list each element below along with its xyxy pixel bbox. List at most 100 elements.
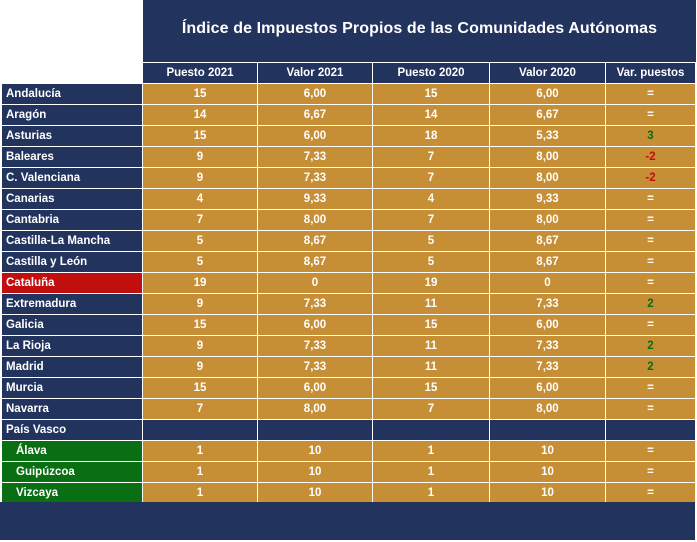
valor-2020-cell: 7,33 (490, 294, 606, 315)
variation-cell: = (606, 462, 696, 483)
valor-2021-cell: 10 (258, 462, 373, 483)
valor-2021-cell: 10 (258, 441, 373, 462)
region-name: C. Valenciana (2, 168, 143, 189)
valor-2020-cell: 9,33 (490, 189, 606, 210)
column-header-puesto-2021: Puesto 2021 (143, 63, 258, 84)
table-row: Madrid 9 7,33 11 7,33 2 (2, 357, 696, 378)
valor-2021-cell: 6,00 (258, 126, 373, 147)
tax-index-table: Puesto 2021 Valor 2021 Puesto 2020 Valor… (1, 62, 696, 504)
puesto-2020-cell: 4 (373, 189, 490, 210)
puesto-2021-cell: 1 (143, 462, 258, 483)
table-row: Cataluña 19 0 19 0 = (2, 273, 696, 294)
valor-2021-cell: 7,33 (258, 357, 373, 378)
puesto-2020-cell (373, 420, 490, 441)
variation-cell: = (606, 84, 696, 105)
valor-2020-cell: 7,33 (490, 336, 606, 357)
region-name: Asturias (2, 126, 143, 147)
region-name: Aragón (2, 105, 143, 126)
puesto-2020-cell: 15 (373, 378, 490, 399)
variation-cell (606, 420, 696, 441)
puesto-2020-cell: 15 (373, 315, 490, 336)
valor-2020-cell: 8,67 (490, 231, 606, 252)
puesto-2020-cell: 1 (373, 483, 490, 504)
puesto-2020-cell: 18 (373, 126, 490, 147)
variation-cell: = (606, 378, 696, 399)
valor-2020-cell: 6,67 (490, 105, 606, 126)
column-header-valor-2020: Valor 2020 (490, 63, 606, 84)
region-name: Navarra (2, 399, 143, 420)
valor-2021-cell: 7,33 (258, 294, 373, 315)
column-header-valor-2021: Valor 2021 (258, 63, 373, 84)
table-row: C. Valenciana 9 7,33 7 8,00 -2 (2, 168, 696, 189)
table-row: Castilla y León 5 8,67 5 8,67 = (2, 252, 696, 273)
puesto-2020-cell: 15 (373, 84, 490, 105)
valor-2021-cell: 7,33 (258, 336, 373, 357)
table-row: Navarra 7 8,00 7 8,00 = (2, 399, 696, 420)
region-name: Álava (2, 441, 143, 462)
puesto-2021-cell: 9 (143, 294, 258, 315)
table-row: Murcia 15 6,00 15 6,00 = (2, 378, 696, 399)
puesto-2021-cell: 9 (143, 147, 258, 168)
table-row: Baleares 9 7,33 7 8,00 -2 (2, 147, 696, 168)
valor-2020-cell: 6,00 (490, 378, 606, 399)
variation-cell: = (606, 105, 696, 126)
puesto-2021-cell: 14 (143, 105, 258, 126)
table-body: Andalucía 15 6,00 15 6,00 = Aragón 14 6,67 14 6,67… (2, 84, 696, 504)
valor-2020-cell: 8,00 (490, 399, 606, 420)
puesto-2021-cell: 4 (143, 189, 258, 210)
valor-2021-cell: 7,33 (258, 147, 373, 168)
valor-2020-cell: 10 (490, 462, 606, 483)
table-row: Cantabria 7 8,00 7 8,00 = (2, 210, 696, 231)
valor-2020-cell: 8,67 (490, 252, 606, 273)
puesto-2020-cell: 7 (373, 399, 490, 420)
column-header-var-puestos: Var. puestos (606, 63, 696, 84)
region-name: Cantabria (2, 210, 143, 231)
puesto-2021-cell: 15 (143, 315, 258, 336)
valor-2020-cell: 8,00 (490, 168, 606, 189)
region-name: Guipúzcoa (2, 462, 143, 483)
variation-cell: -2 (606, 168, 696, 189)
region-name: Castilla-La Mancha (2, 231, 143, 252)
table-row: La Rioja 9 7,33 11 7,33 2 (2, 336, 696, 357)
puesto-2020-cell: 7 (373, 168, 490, 189)
valor-2021-cell: 6,67 (258, 105, 373, 126)
variation-cell: 2 (606, 336, 696, 357)
puesto-2021-cell (143, 420, 258, 441)
variation-cell: 2 (606, 357, 696, 378)
puesto-2021-cell: 5 (143, 252, 258, 273)
title-banner: Índice de Impuestos Propios de las Comun… (142, 0, 696, 62)
valor-2021-cell: 9,33 (258, 189, 373, 210)
valor-2021-cell: 6,00 (258, 315, 373, 336)
puesto-2021-cell: 7 (143, 210, 258, 231)
variation-cell: -2 (606, 147, 696, 168)
valor-2020-cell (490, 420, 606, 441)
valor-2020-cell: 6,00 (490, 315, 606, 336)
variation-cell: = (606, 273, 696, 294)
valor-2021-cell: 0 (258, 273, 373, 294)
region-name: La Rioja (2, 336, 143, 357)
puesto-2021-cell: 7 (143, 399, 258, 420)
variation-cell: = (606, 441, 696, 462)
region-name: Canarias (2, 189, 143, 210)
variation-cell: = (606, 189, 696, 210)
region-name: Andalucía (2, 84, 143, 105)
variation-cell: = (606, 231, 696, 252)
header-corner (2, 63, 143, 84)
table-row: Guipúzcoa 1 10 1 10 = (2, 462, 696, 483)
variation-cell: = (606, 315, 696, 336)
region-name: País Vasco (2, 420, 143, 441)
region-name: Galicia (2, 315, 143, 336)
puesto-2021-cell: 15 (143, 378, 258, 399)
region-name: Baleares (2, 147, 143, 168)
table-row: Galicia 15 6,00 15 6,00 = (2, 315, 696, 336)
valor-2020-cell: 7,33 (490, 357, 606, 378)
region-name: Extremadura (2, 294, 143, 315)
header-row: Puesto 2021 Valor 2021 Puesto 2020 Valor… (2, 63, 696, 84)
puesto-2021-cell: 9 (143, 336, 258, 357)
puesto-2020-cell: 14 (373, 105, 490, 126)
puesto-2021-cell: 15 (143, 126, 258, 147)
puesto-2020-cell: 5 (373, 252, 490, 273)
valor-2020-cell: 5,33 (490, 126, 606, 147)
table-row: Aragón 14 6,67 14 6,67 = (2, 105, 696, 126)
